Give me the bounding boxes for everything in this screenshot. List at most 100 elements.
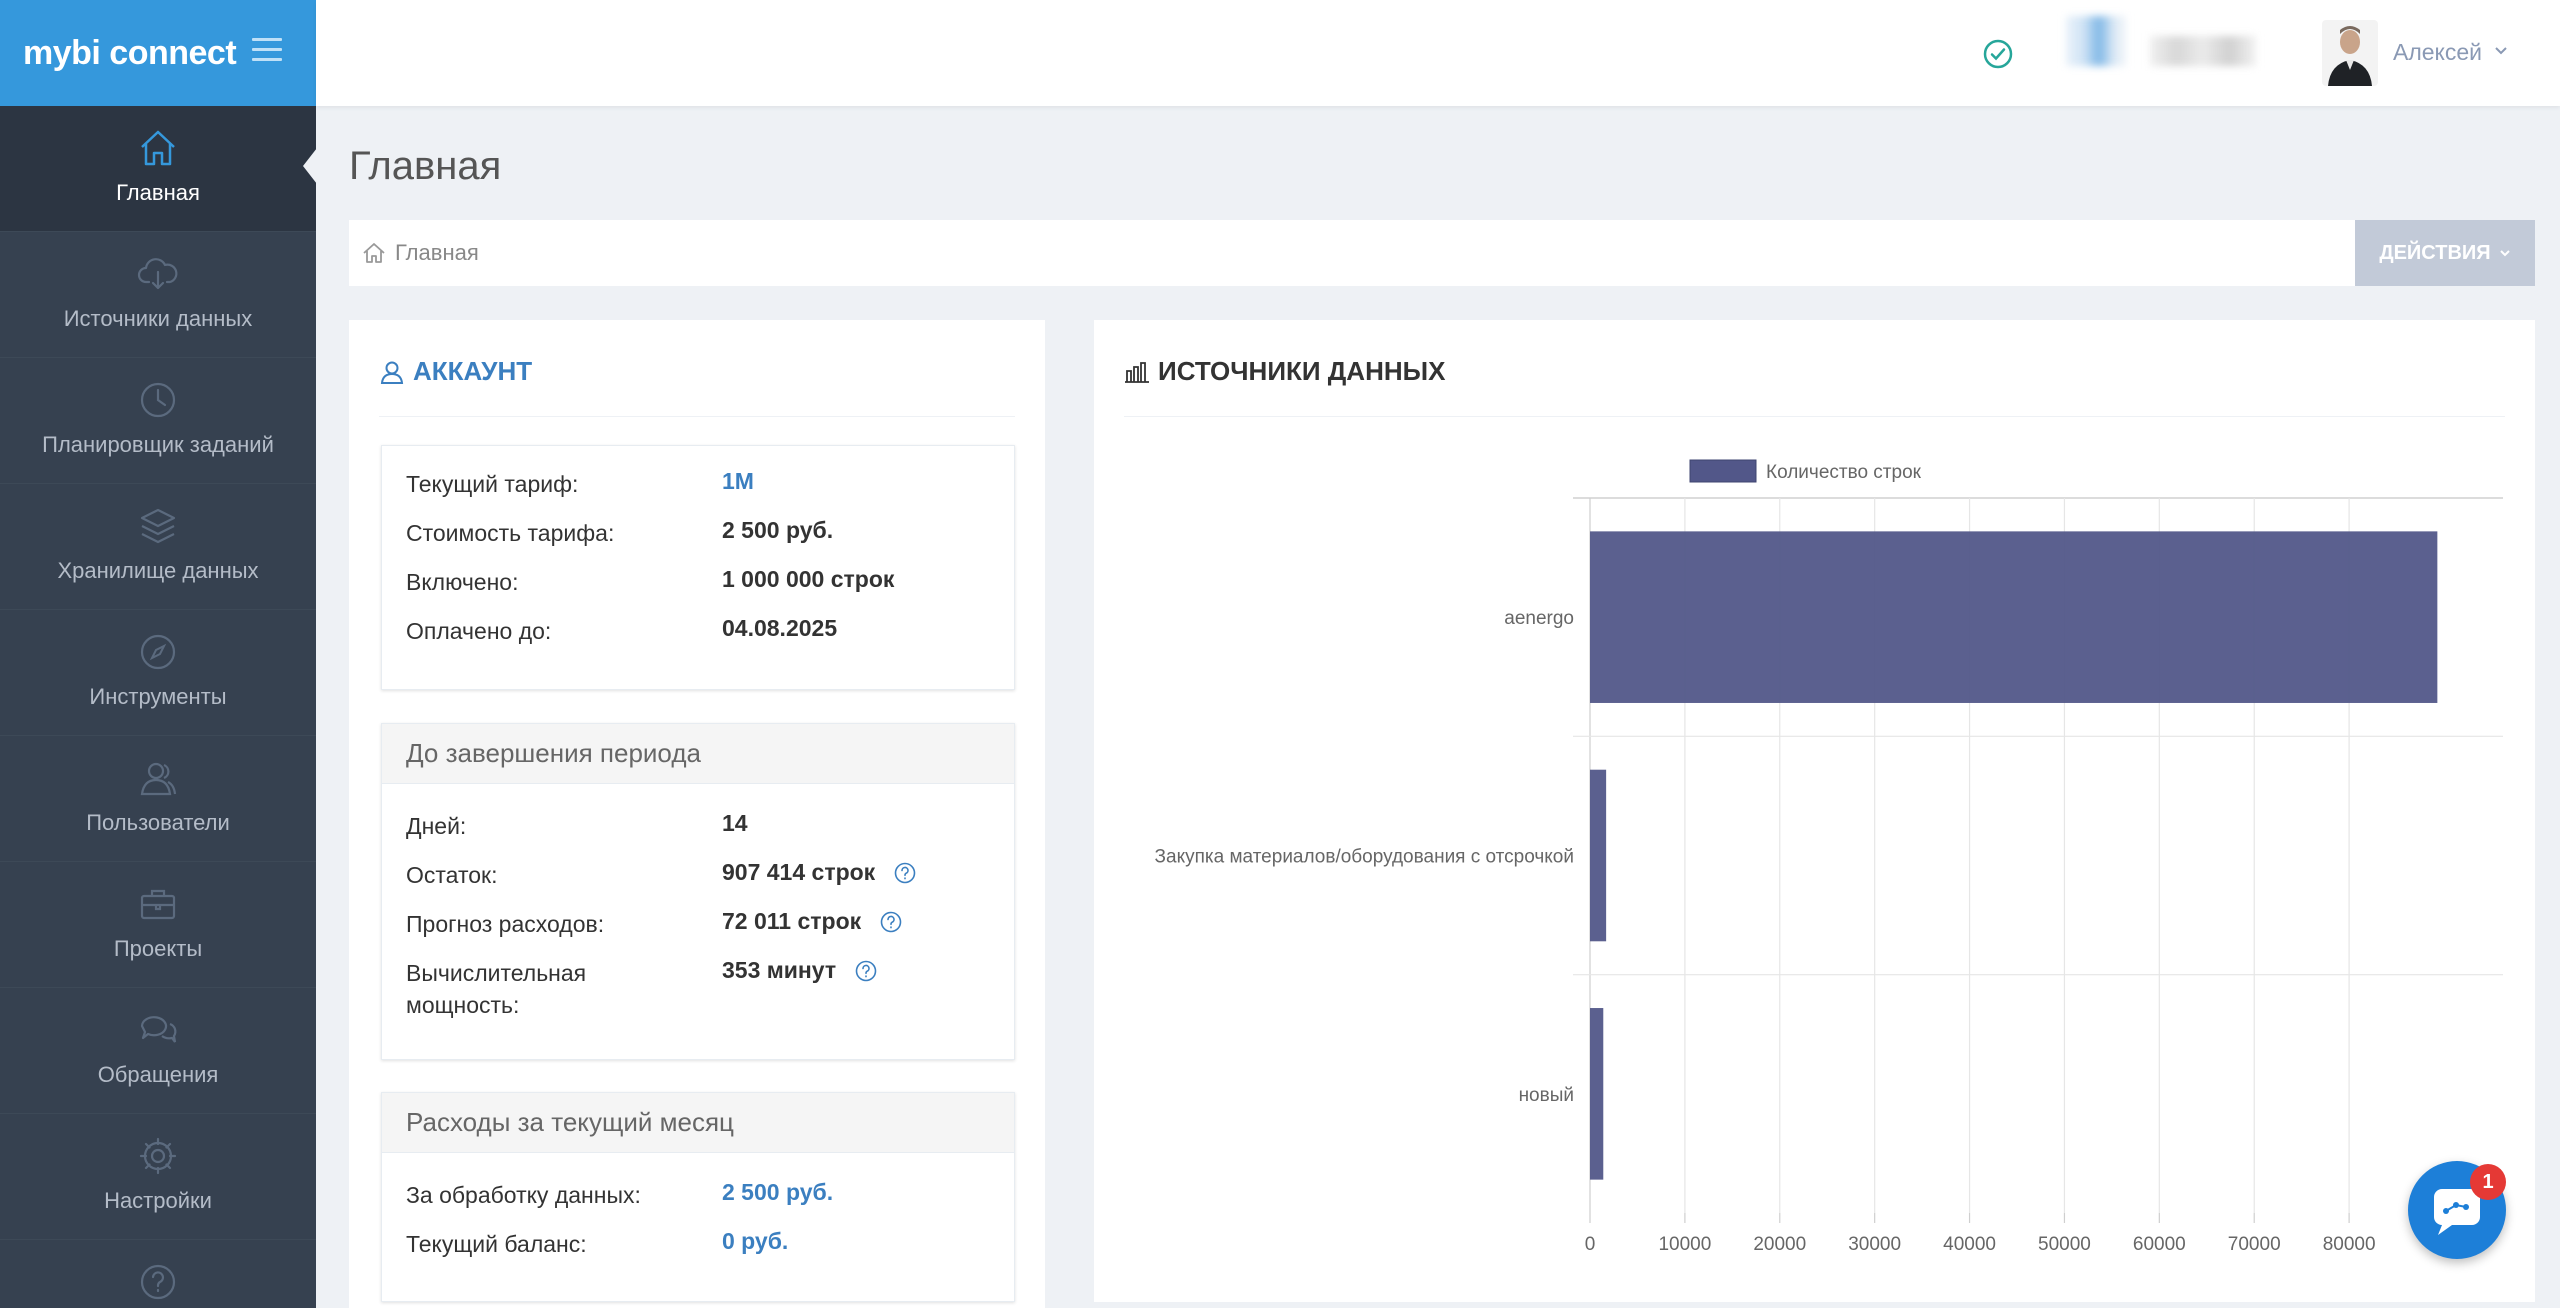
- chat-bubbles-icon: [140, 1016, 177, 1043]
- avatar[interactable]: [2322, 20, 2378, 86]
- sidebar-item-projects[interactable]: Проекты: [0, 862, 316, 988]
- period-row: Вычислительная мощность: 353 минут: [382, 945, 1014, 1025]
- expenses-card-title: Расходы за текущий месяц: [382, 1093, 1014, 1153]
- row-value: 1 000 000 строк: [722, 566, 895, 592]
- sidebar-item-label: Обращения: [97, 1062, 219, 1087]
- cloud-download-icon: [137, 258, 178, 290]
- chart-tick-label: 40000: [1943, 1234, 1996, 1255]
- period-card-title: До завершения периода: [382, 724, 1014, 784]
- logo[interactable]: mybi connect: [23, 33, 237, 72]
- row-value: 04.08.2025: [722, 615, 838, 641]
- tariff-row: Стоимость тарифа: 2 500 руб.: [382, 505, 1014, 554]
- sidebar-item-label: Главная: [116, 180, 200, 205]
- sidebar-item-help[interactable]: [0, 1240, 316, 1308]
- compass-icon: [140, 634, 176, 670]
- period-row: Остаток: 907 414 строк: [382, 847, 1014, 896]
- actions-button-label: ДЕЙСТВИЯ: [2379, 241, 2491, 264]
- tariff-row: Оплачено до: 04.08.2025: [382, 603, 1014, 652]
- row-value: 907 414 строк: [722, 859, 876, 885]
- breadcrumb: Главная ДЕЙСТВИЯ: [349, 220, 2535, 286]
- chart-tick-label: 60000: [2133, 1234, 2186, 1255]
- blurred-project-logo: [2066, 16, 2126, 66]
- user-icon: [380, 361, 404, 384]
- sidebar-item-label: Инструменты: [89, 684, 227, 709]
- tariff-link[interactable]: 1M: [722, 468, 754, 494]
- users-icon: [140, 762, 177, 796]
- row-label: За обработку данных:: [406, 1182, 641, 1208]
- row-label: Остаток:: [406, 862, 498, 888]
- chart-category-label: aenergo: [1504, 608, 1574, 629]
- expenses-link[interactable]: 2 500 руб.: [722, 1179, 834, 1205]
- account-panel-header: АККАУНТ: [379, 356, 532, 387]
- data-sources-panel-title: ИСТОЧНИКИ ДАННЫХ: [1158, 356, 1446, 386]
- sidebar-item-tickets[interactable]: Обращения: [0, 988, 316, 1114]
- help-icon[interactable]: [879, 910, 903, 934]
- chart-legend-label: Количество строк: [1766, 462, 1922, 483]
- account-panel: АККАУНТ Текущий тариф: 1M Стоимость тариф…: [349, 320, 1045, 1308]
- tariff-row: Включено: 1 000 000 строк: [382, 554, 1014, 603]
- sidebar-item-users[interactable]: Пользователи: [0, 736, 316, 862]
- gear-icon: [139, 1137, 177, 1175]
- chart-category-label: Закупка материалов/оборудования с отсроч…: [1155, 847, 1574, 868]
- row-label: Дней:: [406, 813, 467, 839]
- page-title: Главная: [349, 144, 502, 188]
- sidebar-item-scheduler[interactable]: Планировщик заданий: [0, 358, 316, 484]
- menu-toggle-icon[interactable]: [252, 38, 282, 64]
- sidebar-item-tools[interactable]: Инструменты: [0, 610, 316, 736]
- chart-bar: [1590, 769, 1607, 942]
- sidebar-item-label: Настройки: [104, 1188, 212, 1213]
- sidebar-item-label: Планировщик заданий: [42, 432, 274, 457]
- help-icon[interactable]: [893, 861, 917, 885]
- account-panel-title: АККАУНТ: [413, 356, 533, 386]
- briefcase-icon: [140, 889, 176, 920]
- row-value: 353 минут: [722, 957, 837, 983]
- expenses-card: Расходы за текущий месяц За обработку да…: [381, 1092, 1015, 1302]
- balance-link[interactable]: 0 руб.: [722, 1228, 789, 1254]
- sidebar-item-data-sources[interactable]: Источники данных: [0, 232, 316, 358]
- chevron-down-icon[interactable]: [2494, 44, 2508, 58]
- divider: [379, 416, 1015, 417]
- user-name[interactable]: Алексей: [2393, 39, 2483, 65]
- sidebar-item-label: Хранилище данных: [57, 558, 259, 583]
- chart-tick-label: 10000: [1658, 1234, 1711, 1255]
- row-label: Вычислительная мощность:: [406, 960, 587, 1018]
- bar-chart-icon: [1125, 361, 1149, 383]
- tariff-row: Текущий тариф: 1M: [382, 456, 1014, 505]
- row-label: Включено:: [406, 569, 519, 595]
- expenses-row: За обработку данных: 2 500 руб.: [382, 1167, 1014, 1216]
- chart-tick-label: 80000: [2323, 1234, 2376, 1255]
- expenses-row: Текущий баланс: 0 руб.: [382, 1216, 1014, 1265]
- logo-block: mybi connect: [0, 0, 316, 106]
- row-value-with-help: 907 414 строк: [722, 859, 917, 886]
- period-row: Прогноз расходов: 72 011 строк: [382, 896, 1014, 945]
- help-icon[interactable]: [854, 959, 878, 983]
- sidebar-item-settings[interactable]: Настройки: [0, 1114, 316, 1240]
- row-label: Прогноз расходов:: [406, 911, 605, 937]
- divider: [1124, 416, 2505, 417]
- period-row: Дней: 14: [382, 798, 1014, 847]
- actions-button[interactable]: ДЕЙСТВИЯ: [2355, 220, 2535, 286]
- sidebar-item-label: Проекты: [113, 936, 203, 961]
- check-circle-icon[interactable]: [1982, 38, 2014, 70]
- chart-tick-label: 50000: [2038, 1234, 2091, 1255]
- row-value: 14: [722, 810, 748, 836]
- home-icon[interactable]: [361, 240, 387, 266]
- chart-tick-label: 30000: [1848, 1234, 1901, 1255]
- row-value: 72 011 строк: [722, 908, 862, 934]
- row-label: Текущий баланс:: [406, 1231, 587, 1257]
- chart-tick-label: 70000: [2228, 1234, 2281, 1255]
- chart-tick-label: 0: [1585, 1234, 1596, 1255]
- blurred-project-name: [2150, 36, 2256, 66]
- data-sources-panel-header: ИСТОЧНИКИ ДАННЫХ: [1124, 356, 1445, 387]
- layers-icon: [140, 508, 176, 544]
- row-label: Оплачено до:: [406, 618, 552, 644]
- chart-category-label: новый: [1519, 1085, 1574, 1106]
- data-sources-panel: ИСТОЧНИКИ ДАННЫХ 0 10000 20000 30000 40000 50…: [1094, 320, 2535, 1302]
- breadcrumb-item-home[interactable]: Главная: [395, 240, 479, 265]
- sidebar-item-home[interactable]: Главная: [0, 106, 317, 232]
- chart-bar: [1590, 531, 2438, 703]
- row-label: Стоимость тарифа:: [406, 520, 615, 546]
- sidebar-item-storage[interactable]: Хранилище данных: [0, 484, 316, 610]
- row-label: Текущий тариф:: [406, 471, 579, 497]
- tariff-card: Текущий тариф: 1M Стоимость тарифа: 2 500 …: [381, 445, 1015, 690]
